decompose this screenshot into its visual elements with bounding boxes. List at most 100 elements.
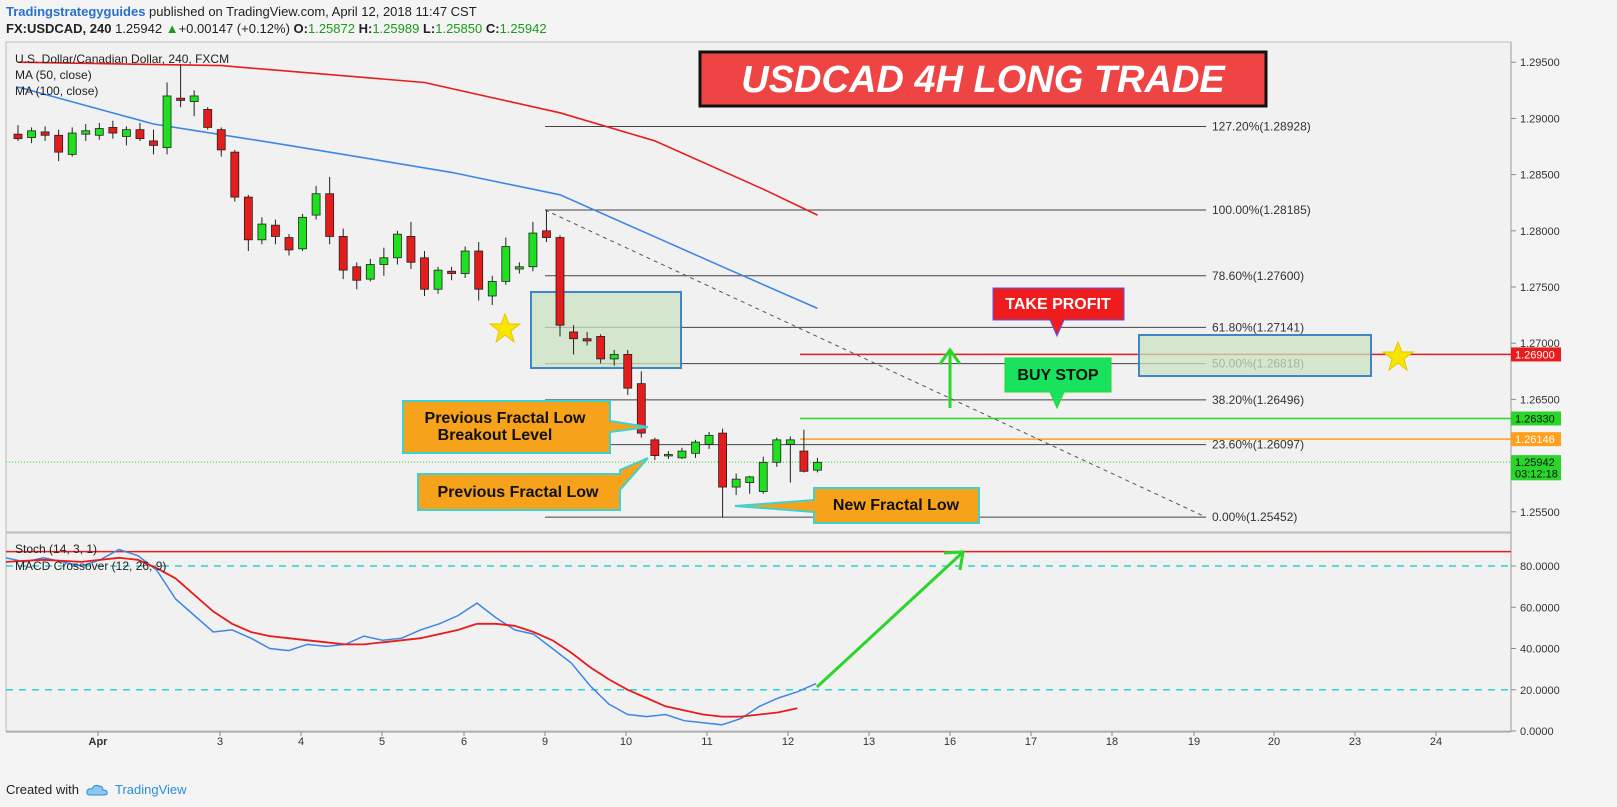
candle-body [40, 131, 50, 136]
fib-level-label: 0.00%(1.25452) [1212, 510, 1297, 524]
candle-body [67, 132, 77, 155]
x-tick-label: 10 [620, 736, 632, 748]
x-tick-label: 23 [1349, 736, 1361, 748]
stoch-y-tick-label: 20.0000 [1520, 685, 1560, 697]
price-tag-box [1511, 466, 1561, 481]
ma100-legend: MA (100, close) [15, 84, 98, 98]
candle-body [528, 232, 538, 268]
take-profit-callout [992, 287, 1125, 338]
candle-body [420, 257, 429, 290]
candle-body [406, 236, 416, 263]
previous-fractal-low-label: Previous Fractal Low [438, 484, 599, 501]
fib-level-label: 38.20%(1.26496) [1212, 393, 1304, 407]
star-icon [1381, 340, 1415, 372]
price-tag-label: 1.26900 [1515, 349, 1555, 361]
candle-body [365, 264, 375, 280]
new-fractal-low-callout [734, 487, 980, 524]
candle-body [379, 257, 389, 265]
symbol-label: FX:USDCAD, 240 [6, 21, 112, 36]
price-axis[interactable] [1511, 42, 1617, 732]
x-tick-label: 5 [379, 736, 385, 748]
candle-body [542, 230, 551, 238]
y-tick-label: 1.29500 [1520, 57, 1560, 69]
breakout-callout-line1: Previous Fractal Low [425, 410, 586, 427]
candle-body [27, 130, 36, 138]
price-tag-label: 03:12:18 [1515, 468, 1558, 480]
x-tick-label: 16 [944, 736, 956, 748]
candle-body [447, 270, 457, 274]
y-tick-label: 1.27500 [1520, 282, 1560, 294]
candle-body [243, 196, 253, 241]
candle-body [81, 130, 91, 135]
x-tick-label: 20 [1268, 736, 1280, 748]
stoch-y-tick-label: 40.0000 [1520, 644, 1560, 656]
fib-level-label: 23.60%(1.26097) [1212, 438, 1304, 452]
breakout-level-callout [402, 400, 649, 454]
chart-title: USDCAD 4H LONG TRADE [741, 59, 1226, 101]
stoch-y-tick-label: 60.0000 [1520, 602, 1560, 614]
star-icon [488, 312, 522, 344]
diagonal-arrow-icon [815, 550, 965, 689]
x-tick-label: 18 [1106, 736, 1118, 748]
candle-body [325, 193, 335, 237]
candle-body [203, 109, 213, 128]
candle-body [691, 441, 700, 454]
x-tick-label: 24 [1430, 736, 1442, 748]
stoch-k-line [6, 548, 817, 726]
ma50-line [17, 61, 818, 216]
previous-fractal-low-callout [417, 457, 649, 511]
candle-body [555, 237, 565, 326]
candle-body [636, 383, 646, 434]
candle-body [596, 336, 606, 360]
take-profit-label: TAKE PROFIT [1005, 296, 1111, 313]
price-tag-label: 1.25942 [1515, 457, 1555, 469]
ma100-line [17, 86, 818, 310]
candle-body [569, 331, 578, 340]
candle-body [284, 237, 294, 251]
candle-body [176, 97, 186, 101]
stoch-pane[interactable] [5, 532, 1512, 732]
candle-body [298, 216, 307, 250]
price-tag-box [1511, 347, 1561, 362]
footer: Created with TradingView [6, 782, 187, 797]
ma50-legend: MA (50, close) [15, 68, 92, 82]
new-fractal-low-label: New Fractal Low [833, 497, 960, 514]
candle-body [623, 354, 633, 389]
candle-body [501, 246, 511, 282]
candle-body [799, 450, 809, 472]
candle-body [122, 129, 131, 137]
tradingview-link[interactable]: TradingView [114, 782, 187, 797]
up-arrow-icon: ▲ [165, 21, 179, 36]
high-value: 1.25989 [372, 21, 420, 36]
publisher-name[interactable]: Tradingstrategyguides [6, 4, 146, 19]
candle-body [677, 450, 687, 459]
y-tick-label: 1.29000 [1520, 113, 1560, 125]
candle-body [813, 461, 822, 471]
macd-legend: MACD Crossover (12, 26, 9) [15, 559, 166, 573]
price-tag-label: 1.26146 [1515, 434, 1555, 446]
candle-body [772, 439, 782, 463]
buy-stop-label: BUY STOP [1017, 367, 1099, 384]
candle-body [718, 432, 727, 488]
price-tag-box [1511, 455, 1561, 470]
y-tick-label: 1.28500 [1520, 170, 1560, 182]
instrument-label: U.S. Dollar/Canadian Dollar, 240, FXCM [15, 52, 229, 66]
fib-level-label: 61.80%(1.27141) [1212, 320, 1304, 334]
candle-body [13, 133, 23, 140]
price-tag-label: 1.26330 [1515, 413, 1555, 425]
candle-body [731, 478, 741, 488]
candle-body [162, 95, 172, 149]
low-label: L: [422, 21, 436, 36]
candle-body [216, 129, 226, 151]
candle-body [758, 461, 768, 492]
fib-level-label: 127.20%(1.28928) [1212, 120, 1311, 134]
stoch-y-tick-label: 80.0000 [1520, 561, 1560, 573]
price-pane[interactable] [5, 41, 1512, 533]
candle-body [311, 193, 321, 216]
candle-body [108, 127, 118, 134]
stoch-legend: Stoch (14, 3, 1) [15, 542, 97, 556]
candle-body [474, 250, 484, 290]
open-label: O: [293, 21, 308, 36]
close-label: C: [485, 21, 500, 36]
